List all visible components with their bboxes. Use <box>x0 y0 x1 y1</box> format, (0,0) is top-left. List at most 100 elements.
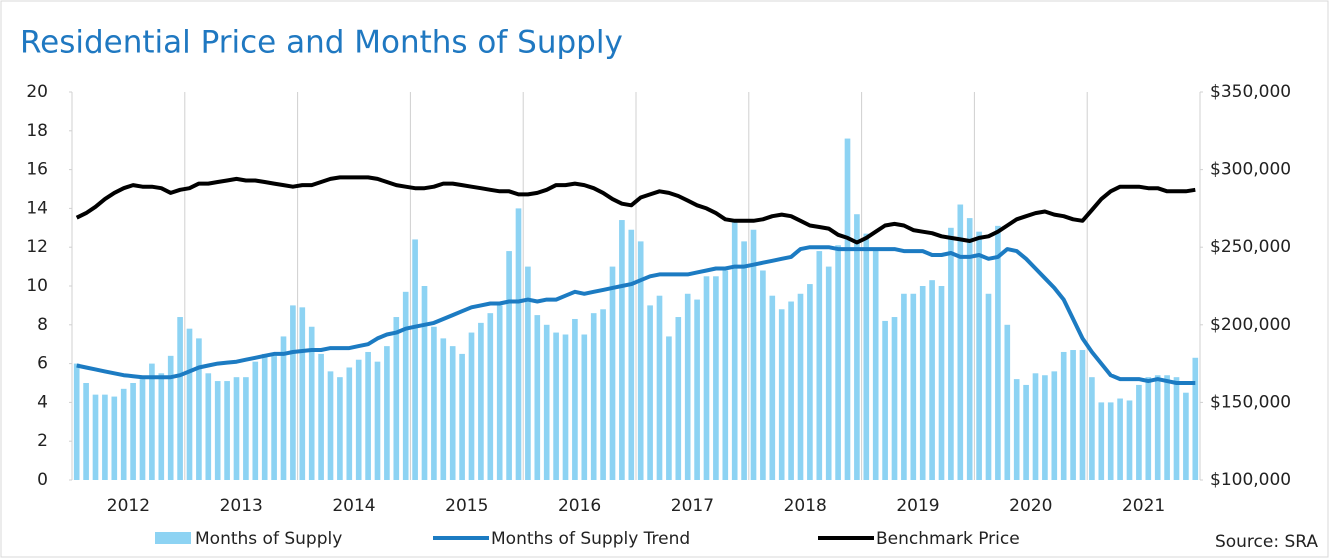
bar <box>590 313 597 480</box>
bar <box>760 270 766 480</box>
bar <box>919 286 926 480</box>
bar <box>750 229 757 480</box>
bar <box>1173 377 1180 480</box>
bar <box>120 388 127 480</box>
bar <box>872 249 879 480</box>
bar <box>431 326 437 480</box>
bar <box>1051 371 1058 480</box>
bar <box>177 317 183 480</box>
bar <box>290 305 296 480</box>
bar <box>299 307 306 480</box>
bar <box>102 394 108 480</box>
y-tick-label: 18 <box>26 121 48 141</box>
bar <box>280 336 287 480</box>
bar <box>581 334 588 480</box>
y-tick-label: 4 <box>37 392 48 412</box>
x-tick-label: 2012 <box>107 496 150 516</box>
bar <box>149 363 155 480</box>
bar <box>1183 392 1189 480</box>
x-tick-label: 2016 <box>558 496 601 516</box>
bar <box>243 377 249 480</box>
bar <box>844 138 851 480</box>
bar <box>863 233 870 480</box>
bar <box>656 295 663 480</box>
x-tick-label: 2013 <box>220 496 263 516</box>
y2-tick-label: $100,000 <box>1210 470 1291 490</box>
bar <box>788 301 794 480</box>
bar <box>468 332 475 480</box>
bar <box>1023 384 1029 480</box>
bar <box>976 231 982 480</box>
bar <box>1032 373 1039 480</box>
legend-label: Benchmark Price <box>876 529 1020 549</box>
bar <box>1004 324 1011 480</box>
bar <box>205 373 212 480</box>
bar <box>487 313 494 480</box>
y-tick-label: 8 <box>37 315 48 335</box>
bar <box>609 266 616 480</box>
bar <box>1070 350 1076 480</box>
bar <box>1126 400 1133 480</box>
source-note: Source: SRA <box>1215 532 1318 552</box>
bar <box>393 317 400 480</box>
bar <box>496 305 503 480</box>
bar <box>412 239 418 480</box>
bar <box>741 241 747 480</box>
bar <box>346 367 353 480</box>
bar <box>807 284 813 480</box>
bar <box>130 383 136 480</box>
bar <box>1089 377 1095 480</box>
bar <box>825 266 832 480</box>
bar <box>337 377 343 480</box>
bar <box>703 276 710 480</box>
y-tick-label: 20 <box>26 82 48 102</box>
bar <box>562 334 569 480</box>
chart-title: Residential Price and Months of Supply <box>20 25 623 61</box>
bar <box>233 377 240 480</box>
bar <box>722 270 729 480</box>
bar <box>600 309 606 480</box>
bar <box>83 383 89 480</box>
x-tick-label: 2020 <box>1009 496 1052 516</box>
y2-tick-label: $200,000 <box>1210 315 1291 335</box>
legend-swatch <box>155 532 191 544</box>
bar <box>214 381 221 480</box>
bar <box>1013 379 1020 480</box>
y-tick-label: 0 <box>37 470 48 490</box>
bar <box>261 353 268 480</box>
bar <box>628 229 635 480</box>
bar <box>111 396 118 480</box>
bar <box>769 295 776 480</box>
bar <box>854 214 860 480</box>
bar <box>1145 377 1152 480</box>
bar <box>891 317 898 480</box>
bar <box>995 225 1001 480</box>
bar <box>929 280 935 480</box>
bar <box>675 317 682 480</box>
bar <box>938 286 945 480</box>
bar <box>731 221 738 481</box>
bar <box>459 353 465 480</box>
bar <box>440 338 447 480</box>
bar <box>666 336 672 480</box>
y2-tick-label: $250,000 <box>1210 237 1291 257</box>
bar <box>1098 402 1105 480</box>
bar <box>1136 384 1142 480</box>
bar <box>1192 357 1199 480</box>
bar <box>421 286 428 480</box>
bar <box>478 322 484 480</box>
bar <box>948 227 954 480</box>
bar <box>966 218 973 480</box>
bar <box>835 245 841 480</box>
bar <box>543 324 550 480</box>
bar <box>778 309 785 480</box>
bar <box>365 351 371 480</box>
y2-tick-label: $350,000 <box>1210 82 1291 102</box>
bar <box>1042 375 1048 480</box>
bar <box>355 359 362 480</box>
bar <box>647 305 653 480</box>
bar <box>308 326 315 480</box>
bar <box>901 293 907 480</box>
